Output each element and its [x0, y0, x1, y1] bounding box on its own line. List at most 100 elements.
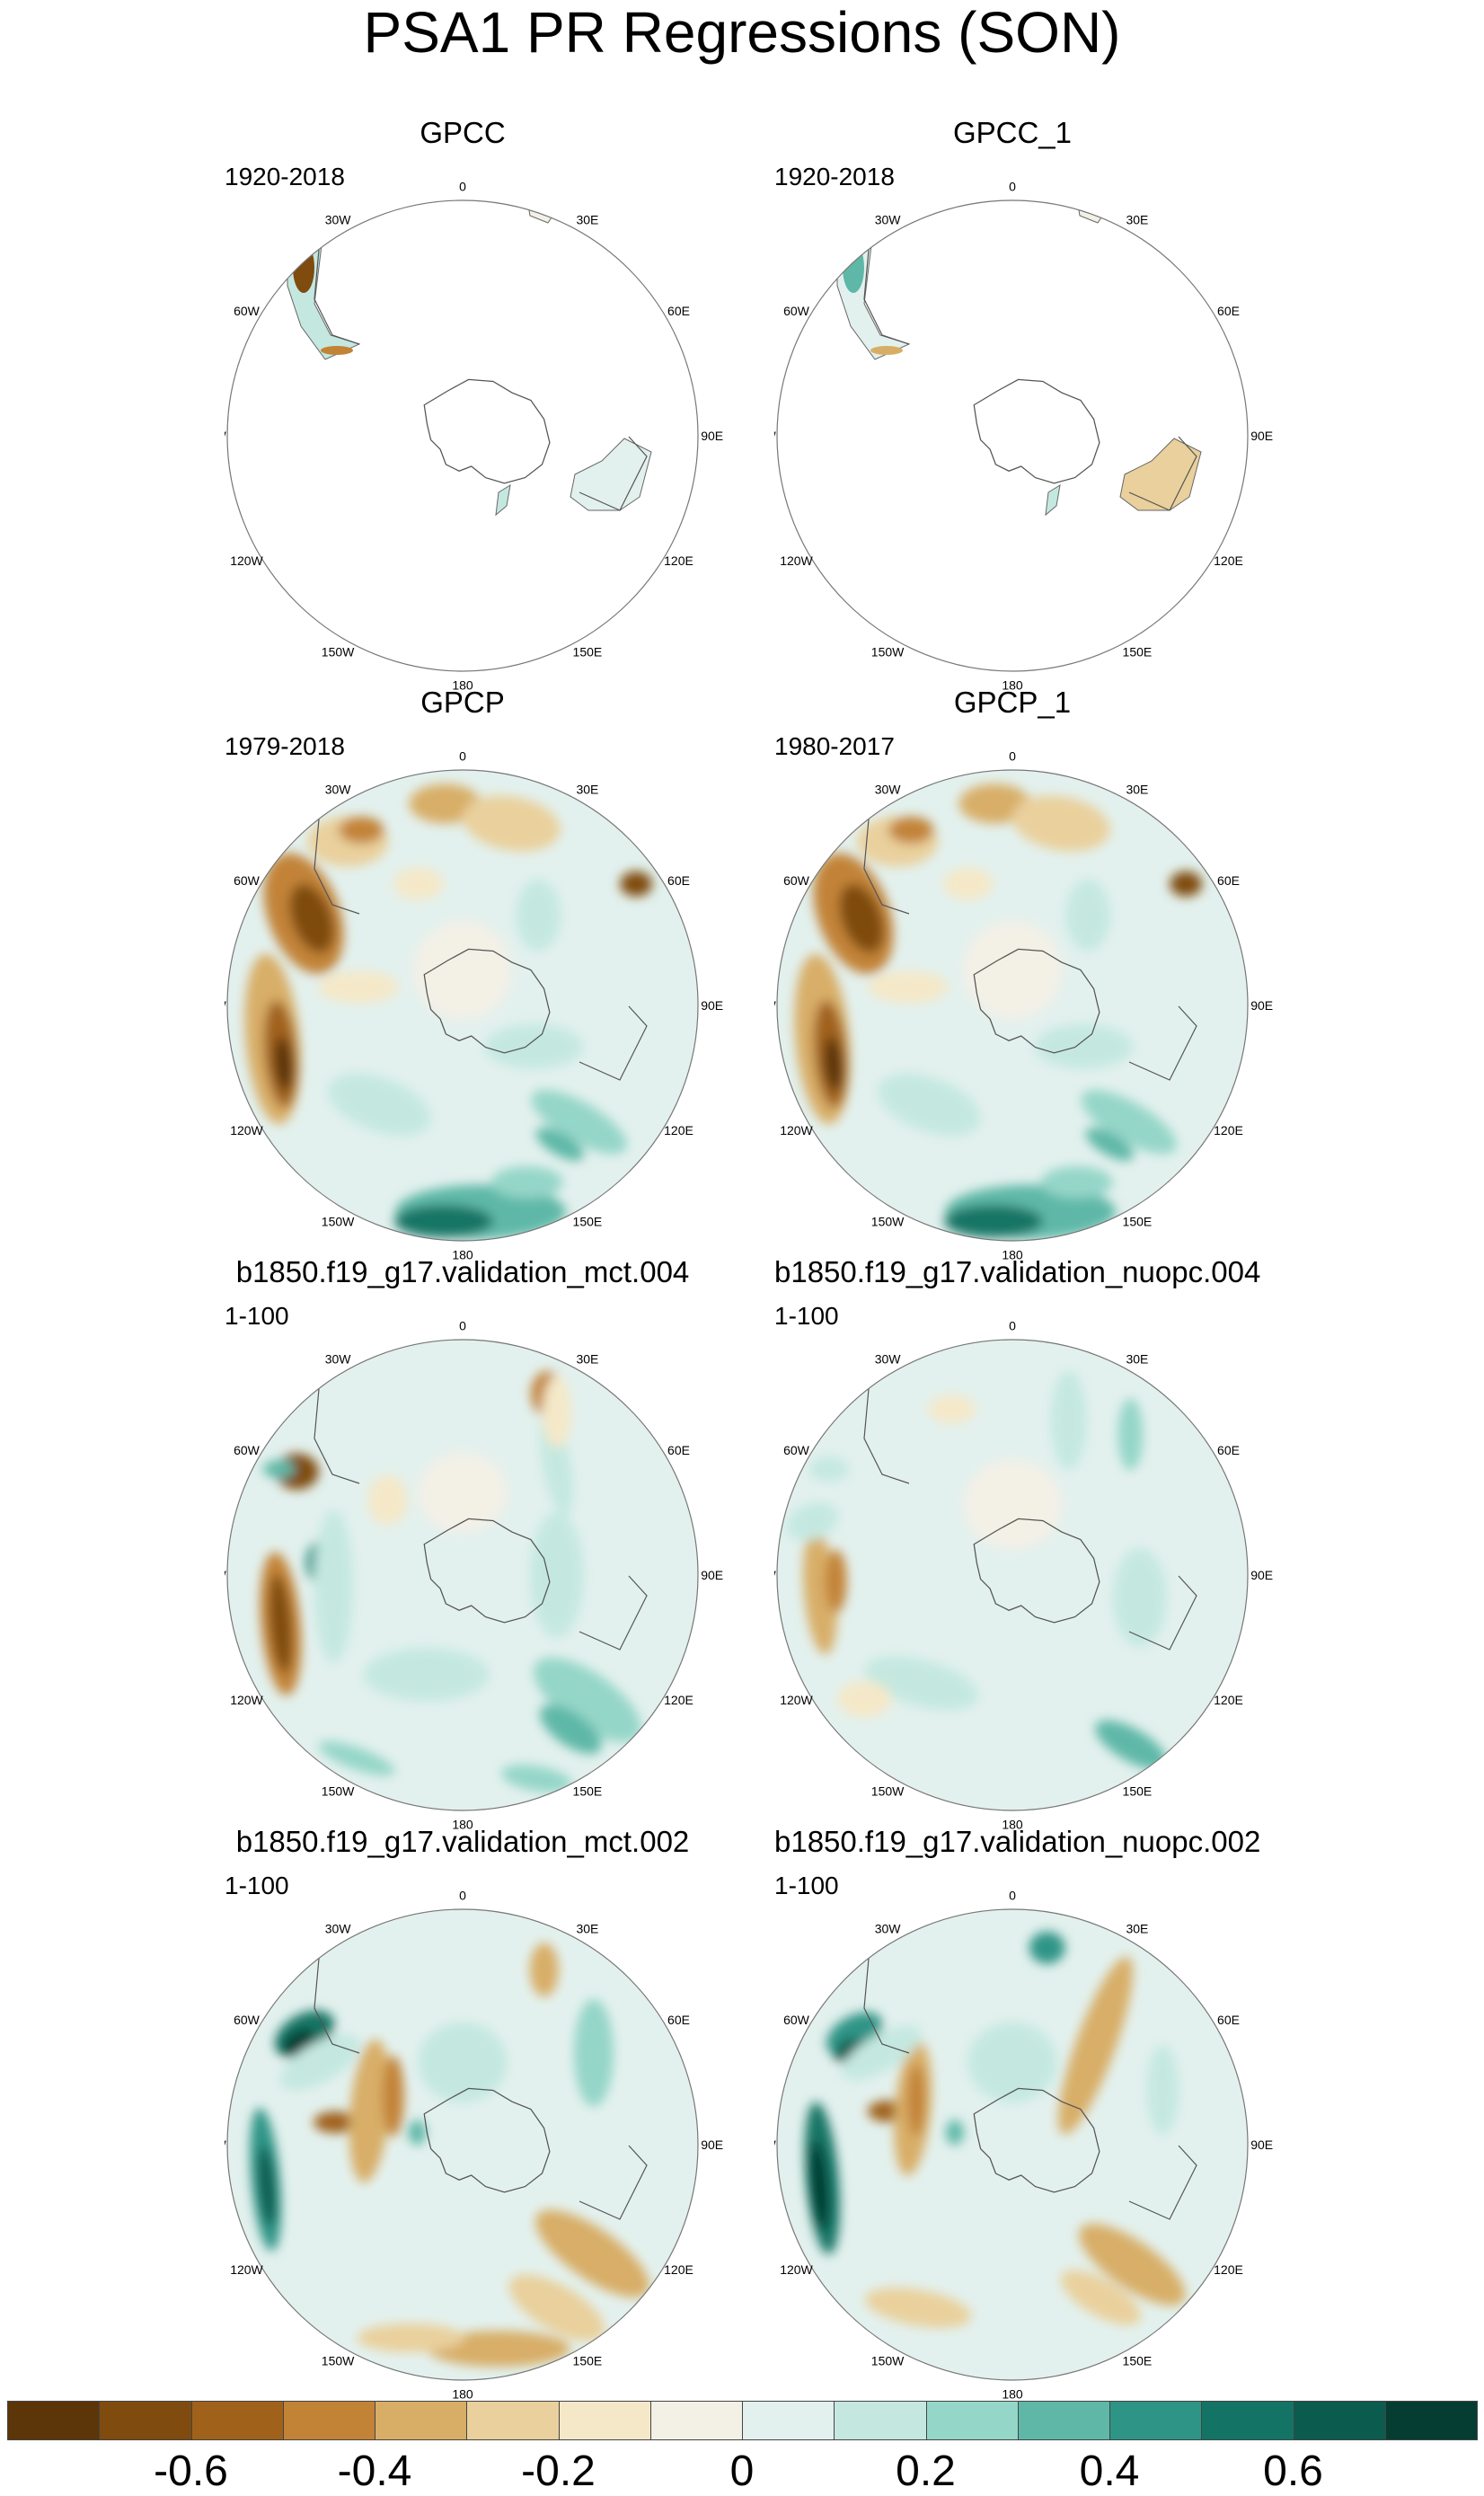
longitude-label: 0 — [1009, 748, 1016, 763]
map-panel: GPCP 1979-2018 0 30E 60E 90E 120E 150E 180 150W 12… — [225, 685, 943, 1260]
anomaly-contour — [418, 1452, 508, 1534]
antarctica-coastline — [423, 378, 551, 484]
colorbar-swatch — [834, 2401, 927, 2440]
colorbar-tick-label: 0.6 — [1263, 2447, 1323, 2495]
australia-land — [1119, 438, 1202, 511]
colorbar-swatch — [925, 2401, 1019, 2440]
longitude-label: 0 — [459, 179, 466, 193]
anomaly-contour — [1065, 879, 1111, 951]
anomaly-contour — [841, 2025, 922, 2081]
anomaly-contour — [888, 816, 934, 844]
longitude-label: 150W — [322, 1215, 355, 1229]
longitude-label: 90W — [774, 2138, 776, 2152]
anomaly-contour — [462, 795, 561, 852]
anomaly-contour — [534, 1657, 641, 1742]
colorbar-tick-label: 0 — [729, 2447, 755, 2495]
anomaly-contour — [1146, 2045, 1179, 2136]
longitude-label: 60E — [667, 2013, 690, 2027]
longitude-label: 60W — [234, 1443, 261, 1457]
anomaly-contour — [542, 1376, 571, 1448]
anomaly-contour — [808, 2140, 829, 2231]
anomaly-contour — [328, 1073, 431, 1137]
polar-map: 0 30E 60E 90E 120E 150E 180 150W 120W 90W 60W 30W — [774, 1318, 1273, 1829]
anomaly-contour — [1095, 1720, 1168, 1770]
anomaly-contour — [408, 2120, 427, 2146]
longitude-label: 180 — [1002, 2387, 1023, 2399]
anomaly-contour — [1079, 2223, 1186, 2306]
longitude-label: 30E — [576, 1352, 598, 1367]
map-panel: b1850.f19_g17.validation_nuopc.002 1-100 0… — [774, 1824, 1484, 2399]
longitude-label: 150E — [573, 645, 603, 659]
longitude-label: 120E — [1214, 1123, 1243, 1137]
longitude-label: 60E — [1217, 873, 1240, 888]
anomaly-contour — [484, 1023, 584, 1069]
longitude-label: 60W — [234, 304, 261, 318]
colorbar-tick-label: -0.6 — [154, 2447, 228, 2495]
longitude-label: 90E — [1250, 429, 1273, 443]
longitude-label: 30E — [1126, 213, 1148, 227]
antarctica-coastline — [973, 1518, 1100, 1624]
anomaly-contour — [363, 1647, 490, 1702]
period-label: 1-100 — [774, 1302, 839, 1330]
colorbar-tick-label: 0.2 — [896, 2447, 956, 2495]
anomaly-contour — [318, 1741, 395, 1776]
longitude-label: 0 — [459, 1318, 466, 1332]
anomaly-contour — [1034, 1023, 1134, 1069]
longitude-label: 90W — [774, 429, 776, 443]
panel-title: GPCC_1 — [952, 116, 1073, 149]
anomaly-contour — [864, 1656, 979, 1711]
longitude-label: 0 — [1009, 1318, 1016, 1332]
longitude-label: 120E — [664, 1123, 693, 1137]
polar-map: 0 30E 60E 90E 120E 150E 180 150W 120W 90W 60W 30W — [225, 179, 723, 690]
longitude-label: 120E — [1214, 2262, 1243, 2277]
panel-title: GPCP_1 — [953, 686, 1072, 719]
anomaly-contour — [1058, 1956, 1134, 2135]
longitude-label: 150W — [871, 2354, 905, 2368]
longitude-label: 30W — [325, 213, 352, 227]
period-label: 1-100 — [225, 1872, 289, 1899]
longitude-label: 150W — [871, 1215, 905, 1229]
longitude-label: 120E — [1214, 1693, 1243, 1707]
longitude-label: 120W — [780, 2262, 813, 2277]
longitude-label: 90E — [701, 2138, 723, 2152]
longitude-label: 120W — [230, 553, 263, 568]
period-label: 1979-2018 — [225, 732, 345, 760]
anomaly-contour — [289, 883, 334, 953]
anomaly-contour — [535, 1128, 584, 1161]
anomaly-contour — [393, 867, 444, 900]
longitude-label: 120W — [230, 2262, 263, 2277]
longitude-label: 150E — [573, 2354, 603, 2368]
panel-title: b1850.f19_g17.validation_nuopc.004 — [774, 1255, 1261, 1288]
anomaly-contour — [825, 1549, 847, 1613]
colorbar-swatch — [649, 2401, 743, 2440]
longitude-label: 120W — [780, 553, 813, 568]
anomaly-contour — [269, 1574, 293, 1674]
anomaly-contour — [878, 1073, 981, 1137]
longitude-label: 0 — [1009, 1888, 1016, 1902]
anomaly-contour — [279, 2033, 360, 2091]
longitude-label: 90E — [1250, 998, 1273, 1013]
anomaly-contour — [367, 1474, 408, 1526]
map-panel: GPCP_1 1980-2017 0 30E 60E 90E 120E 150E 180 150W… — [774, 685, 1484, 1260]
colorbar-swatch — [1293, 2401, 1386, 2440]
longitude-label: 150W — [322, 1784, 355, 1799]
longitude-label: 90W — [225, 2138, 226, 2152]
longitude-label: 60W — [234, 873, 261, 888]
anomaly-contour — [500, 1765, 572, 1792]
polar-map: 0 30E 60E 90E 120E 150E 180 150W 120W 90W 60W 30W — [774, 1888, 1273, 2399]
anomaly-contour — [1117, 1398, 1144, 1471]
map-panel: b1850.f19_g17.validation_mct.004 1-100 0 30… — [225, 1254, 943, 1829]
longitude-label: 60E — [1217, 1443, 1240, 1457]
anomaly-contour — [945, 2120, 964, 2146]
longitude-label: 60W — [783, 1443, 810, 1457]
longitude-label: 180 — [452, 1248, 473, 1260]
longitude-label: 30E — [1126, 1922, 1148, 1936]
longitude-label: 30W — [875, 1352, 902, 1367]
longitude-label: 60E — [667, 304, 690, 318]
anomaly-contour — [1081, 1090, 1177, 1155]
anomaly-contour — [531, 1090, 627, 1155]
anomaly-contour — [573, 1998, 614, 2107]
anomaly-contour — [490, 1166, 563, 1199]
anomaly-contour — [837, 1681, 892, 1718]
colorbar-swatch — [742, 2401, 835, 2440]
